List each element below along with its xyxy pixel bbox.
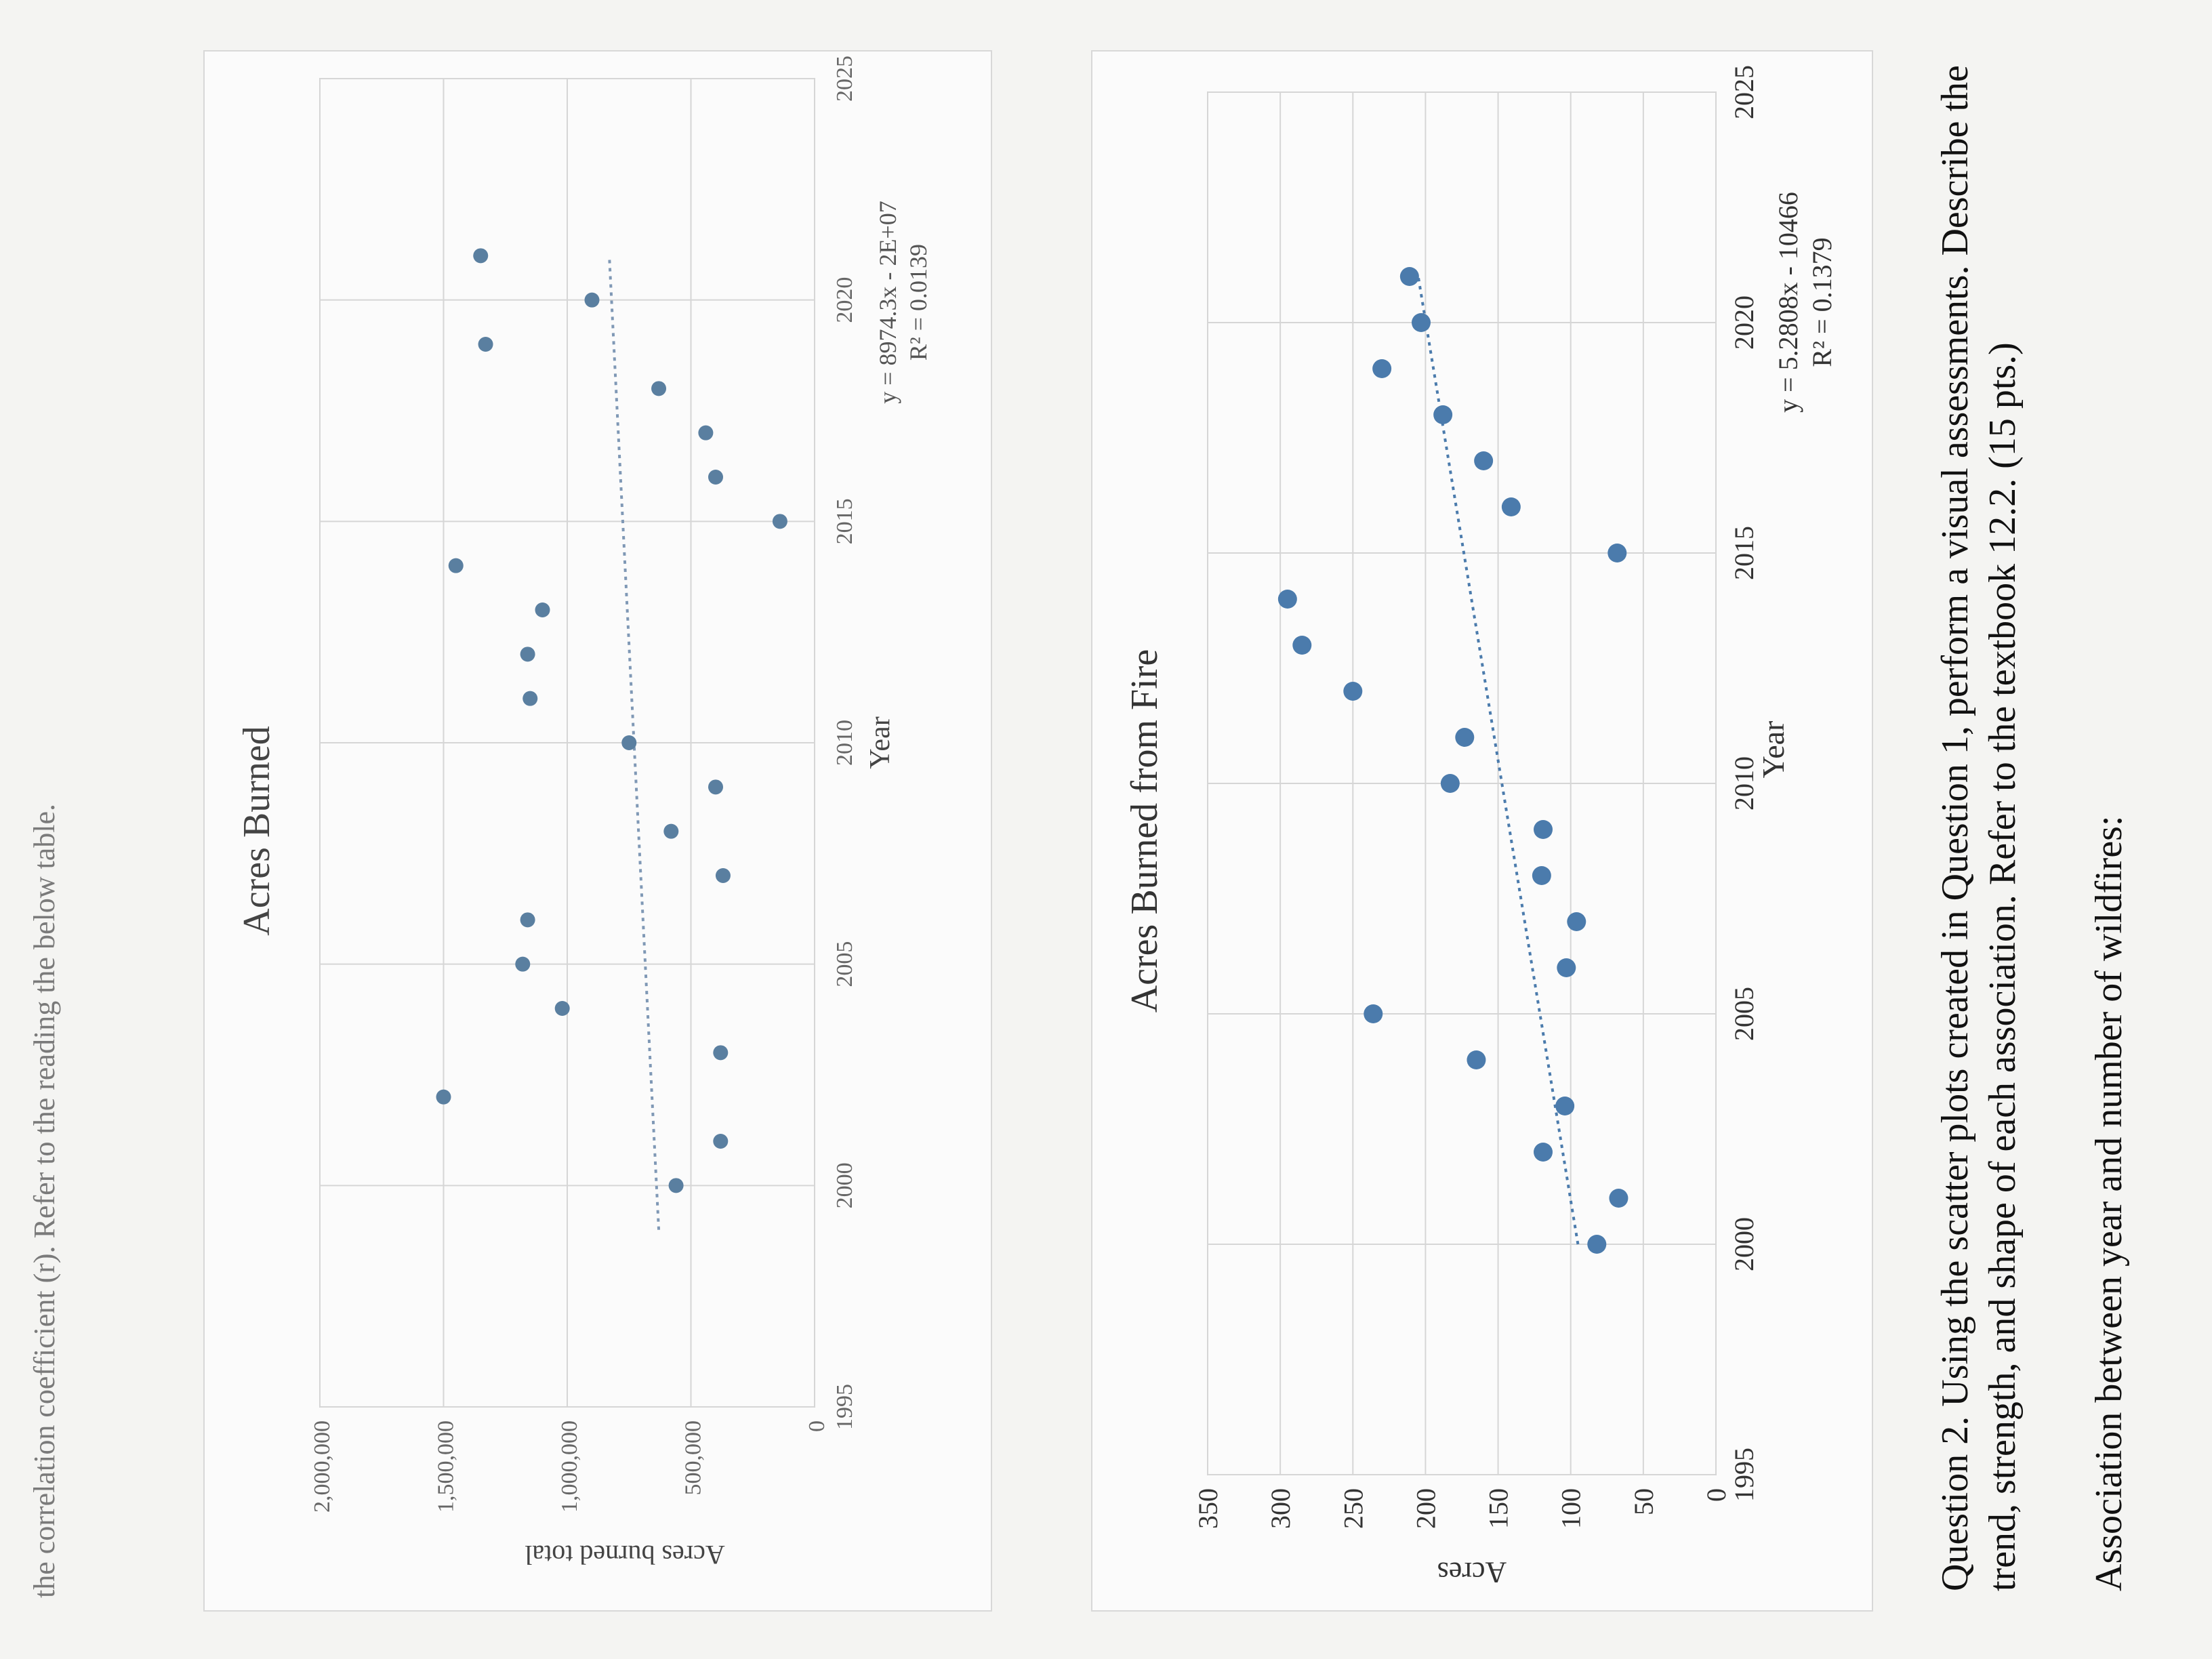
y-tick-label: 1,500,000 — [434, 1420, 459, 1513]
data-point — [1412, 313, 1431, 332]
chart-title: Acres Burned from Fire — [1124, 649, 1166, 1013]
acres-burned-svg: Acres Burned Acres burned total Year y =… — [236, 56, 932, 1570]
data-point — [1474, 451, 1494, 470]
header-note: the correlation coefficient (r). Refer t… — [28, 804, 61, 1598]
r-squared-value: R² = 0.1379 — [1807, 237, 1837, 367]
data-point — [584, 292, 600, 308]
data-point — [1364, 1004, 1383, 1023]
acres-burned-from-fire-svg: Acres Burned from Fire Acres Year y = 5.… — [1124, 65, 1837, 1589]
x-tick-label: 2025 — [1729, 65, 1759, 119]
question-2-text: Question 2. Using the scatter plots crea… — [1934, 65, 2024, 1591]
data-point — [1372, 359, 1392, 378]
data-point — [1587, 1235, 1607, 1254]
data-point — [535, 602, 550, 617]
x-tick-label: 2025 — [832, 56, 857, 102]
trendline-equation: y = 5.2808x - 10466 — [1773, 192, 1803, 413]
x-axis-label: Year — [865, 716, 896, 769]
y-tick-label: 0 — [1701, 1488, 1732, 1502]
data-point — [1277, 590, 1297, 609]
data-point — [708, 470, 723, 485]
data-point — [1399, 267, 1419, 286]
x-tick-label: 2005 — [832, 941, 857, 987]
data-point — [523, 691, 538, 706]
data-point — [1607, 544, 1627, 562]
data-point — [1557, 958, 1576, 977]
data-point — [698, 425, 714, 441]
chart-title: Acres Burned — [236, 726, 278, 935]
y-tick-label: 2,000,000 — [310, 1420, 335, 1513]
x-tick-label: 2015 — [1729, 526, 1759, 580]
data-point — [1534, 1143, 1553, 1162]
data-point — [1501, 497, 1521, 516]
data-point — [715, 868, 731, 883]
data-point — [1343, 682, 1363, 701]
association-prompt: Association between year and number of w… — [2088, 815, 2130, 1591]
data-point — [1433, 405, 1453, 424]
y-tick-label: 250 — [1338, 1488, 1368, 1529]
r-squared-value: R² = 0.0139 — [905, 244, 932, 361]
y-tick-label: 350 — [1193, 1488, 1223, 1529]
data-point — [621, 735, 637, 750]
data-point — [1609, 1189, 1629, 1208]
x-tick-label: 1995 — [1729, 1448, 1759, 1502]
data-point — [520, 912, 535, 928]
acres-burned-from-fire-chart: Acres Burned from Fire Acres Year y = 5.… — [1091, 50, 1873, 1612]
x-tick-label: 2010 — [832, 720, 857, 766]
y-tick-label: 50 — [1629, 1488, 1659, 1515]
x-tick-label: 2000 — [1729, 1217, 1759, 1271]
data-point — [708, 779, 723, 795]
data-point — [436, 1089, 451, 1105]
data-point — [1292, 636, 1312, 655]
acres-burned-chart: Acres Burned Acres burned total Year y =… — [203, 50, 992, 1612]
trendline — [1416, 276, 1580, 1245]
x-tick-label: 2010 — [1729, 756, 1759, 811]
data-point — [1534, 820, 1553, 839]
x-tick-label: 2000 — [832, 1162, 857, 1208]
data-point — [554, 1001, 570, 1016]
data-point — [1440, 774, 1460, 793]
x-tick-label: 2015 — [832, 498, 857, 544]
data-point — [1532, 866, 1551, 885]
plot-area: 1995 2000 2005 2010 2015 2020 2025 0 50 100 150 200… — [1193, 65, 1759, 1529]
x-tick-label: 2020 — [1729, 295, 1759, 350]
data-point — [1467, 1050, 1486, 1069]
y-tick-label: 100 — [1556, 1488, 1586, 1529]
data-point — [713, 1134, 729, 1149]
y-tick-label: 200 — [1410, 1488, 1441, 1529]
trendline-equation: y = 8974.3x - 2E+07 — [874, 201, 901, 404]
y-tick-label: 0 — [804, 1420, 830, 1432]
plot-area: 1995 2000 2005 2010 2015 2020 2025 0 500,000 1,00… — [310, 56, 857, 1513]
data-point — [651, 381, 667, 396]
x-axis-label: Year — [1756, 721, 1790, 779]
data-point — [478, 337, 493, 352]
y-axis-label: Acres — [1437, 1556, 1507, 1589]
y-tick-label: 150 — [1483, 1488, 1514, 1529]
x-tick-label: 2005 — [1729, 987, 1759, 1041]
data-point — [515, 956, 531, 972]
y-axis-label: Acres burned total — [525, 1540, 724, 1570]
x-tick-label: 2020 — [832, 277, 857, 323]
y-tick-label: 300 — [1265, 1488, 1296, 1529]
data-point — [772, 514, 787, 529]
data-point — [448, 558, 464, 573]
data-point — [473, 248, 489, 264]
data-point — [663, 823, 679, 839]
data-point — [713, 1045, 729, 1061]
data-point — [520, 647, 535, 662]
data-point — [1567, 912, 1586, 931]
y-tick-label: 500,000 — [681, 1420, 706, 1496]
data-point — [668, 1178, 684, 1193]
data-point — [1455, 728, 1475, 747]
data-point — [1555, 1097, 1575, 1115]
y-tick-label: 1,000,000 — [557, 1420, 582, 1513]
x-tick-label: 1995 — [832, 1384, 857, 1430]
